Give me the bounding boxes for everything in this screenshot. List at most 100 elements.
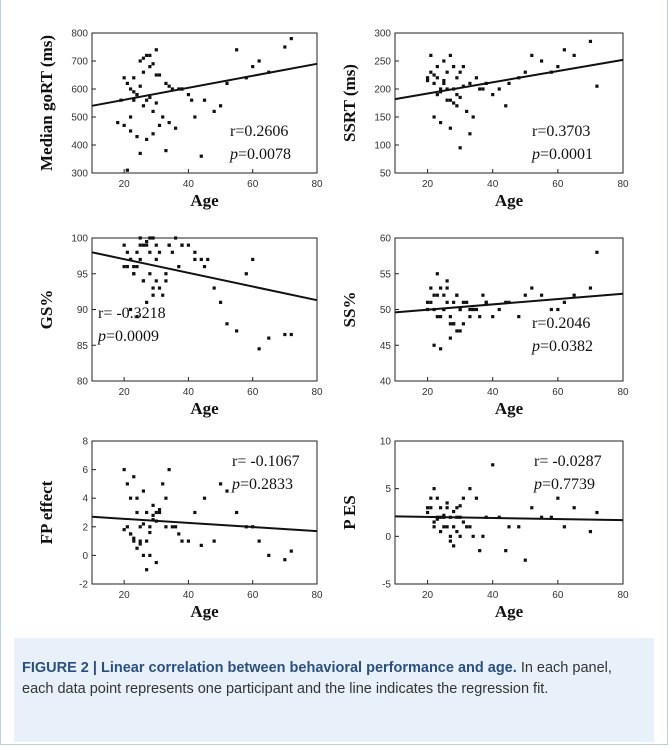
x-tick-label: 80 [617, 590, 629, 601]
data-point [132, 536, 136, 540]
data-point [432, 343, 436, 347]
data-point [455, 104, 459, 108]
data-point [562, 300, 566, 304]
data-point [478, 87, 482, 91]
data-point [148, 272, 152, 276]
data-point [504, 549, 508, 553]
regression-line [394, 292, 624, 314]
data-point [154, 560, 158, 565]
data-point [539, 515, 544, 519]
data-point [461, 496, 465, 500]
data-point [141, 489, 146, 493]
data-point [122, 123, 126, 127]
y-tick-label: 800 [71, 29, 88, 40]
data-point [164, 525, 168, 529]
data-point [206, 257, 210, 262]
data-point [199, 257, 203, 262]
data-point [161, 293, 165, 297]
data-point [128, 87, 133, 91]
data-point [212, 286, 216, 290]
data-point [283, 332, 287, 337]
data-point [432, 81, 436, 85]
data-point [138, 236, 142, 240]
data-point [164, 149, 168, 153]
data-point [425, 79, 430, 83]
data-point [445, 501, 449, 505]
data-point [452, 300, 456, 304]
data-point [595, 84, 599, 88]
data-point [151, 236, 155, 240]
data-point [218, 482, 223, 486]
data-point [432, 293, 436, 297]
data-point [491, 463, 495, 467]
data-point [225, 81, 229, 85]
data-point [491, 93, 495, 97]
data-point [445, 279, 449, 283]
data-point [481, 534, 485, 538]
regression-line [394, 58, 624, 101]
y-axis-title: Median goRT (ms) [37, 35, 56, 171]
data-point [461, 84, 465, 88]
data-point [432, 520, 436, 524]
data-point [435, 76, 439, 80]
data-point [202, 265, 207, 269]
data-point [170, 87, 174, 91]
data-point [173, 236, 178, 240]
data-point [235, 329, 239, 333]
data-point [135, 265, 139, 269]
data-point [425, 510, 430, 515]
data-point [461, 322, 465, 326]
data-point [474, 496, 479, 500]
p-value: p=0.2833 [231, 476, 293, 493]
data-point [445, 506, 449, 510]
p-value: p=0.0078 [229, 146, 291, 163]
data-point [193, 510, 197, 515]
data-point [128, 307, 133, 312]
data-point [468, 81, 472, 85]
data-point [132, 475, 136, 479]
data-point [474, 76, 479, 80]
y-tick-label: 50 [380, 305, 392, 316]
y-tick-label: 250 [374, 57, 391, 68]
panel-ss-percent: 20 40 60 80 40 45 50 55 60 Age SS% r=0.2046 p=0.0382 [340, 234, 629, 419]
data-point [425, 300, 430, 304]
data-point [148, 53, 152, 57]
data-point [452, 509, 456, 514]
data-point [173, 525, 178, 529]
y-tick-label: 50 [380, 169, 392, 180]
data-point [170, 525, 174, 529]
x-axis-title: Age [495, 399, 524, 418]
data-point [445, 87, 449, 91]
data-point [145, 53, 149, 57]
data-point [145, 568, 149, 572]
x-tick-label: 40 [183, 179, 195, 190]
data-point [141, 56, 146, 60]
data-point [157, 286, 162, 290]
data-point [468, 525, 472, 529]
data-point [128, 496, 133, 500]
data-point [138, 84, 142, 88]
data-point [432, 525, 436, 529]
regression-line [91, 251, 318, 302]
y-axis-title: P ES [340, 495, 359, 530]
data-point [523, 293, 527, 297]
data-point [132, 539, 136, 543]
data-point [448, 534, 452, 538]
data-point [458, 146, 462, 150]
x-tick-label: 60 [247, 179, 259, 190]
data-point [435, 65, 439, 69]
data-point [481, 87, 485, 91]
data-point [562, 48, 566, 52]
r-value: r= -0.3218 [98, 305, 166, 322]
x-tick-label: 60 [552, 387, 564, 398]
y-axis-title: SSRT (ms) [340, 64, 359, 142]
data-point [439, 315, 443, 319]
x-tick-label: 60 [247, 590, 259, 601]
y-tick-label: -5 [382, 580, 391, 591]
plot-frame [91, 440, 318, 585]
data-point [445, 525, 449, 529]
data-point [458, 534, 462, 538]
data-point [132, 90, 136, 94]
x-axis-title: Age [190, 191, 219, 210]
data-point [442, 307, 446, 312]
